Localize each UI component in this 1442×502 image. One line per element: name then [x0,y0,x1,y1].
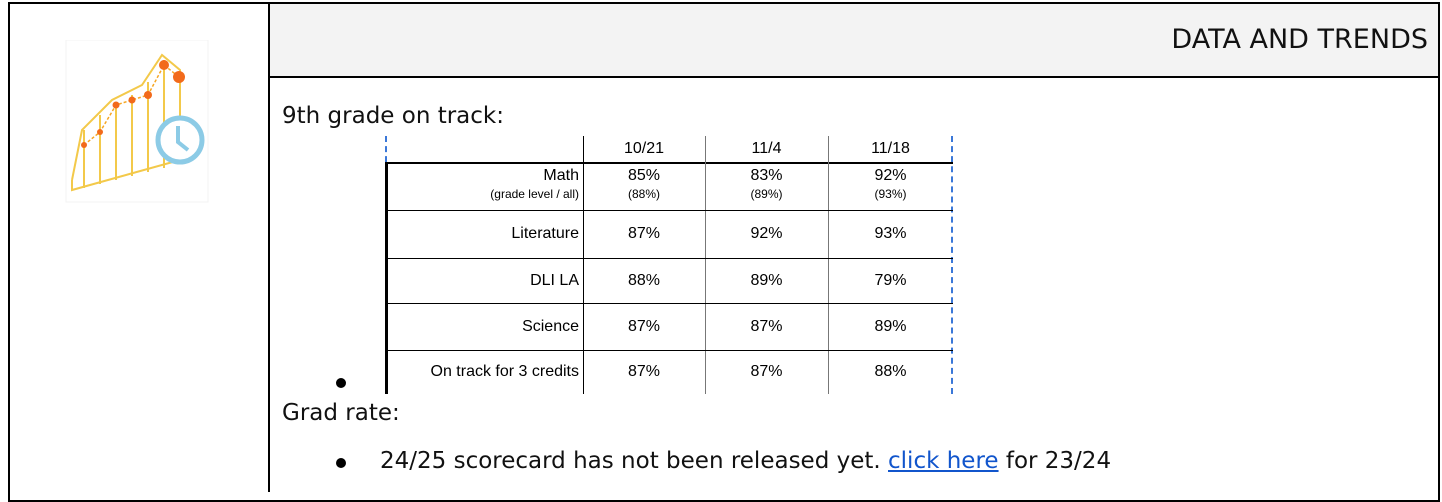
row-line [385,303,953,304]
row-label: Science [522,317,579,335]
page: DATA AND TRENDS 9th grade on track: 10/2… [8,2,1440,502]
text: for 23/24 [1005,448,1112,474]
row-sublabel: (grade level / all) [490,187,579,201]
icon-dots [81,60,185,148]
cell-value: 79% [874,271,907,289]
cell-value: 87% [750,363,783,380]
row-line [385,210,953,211]
table: 10/21 11/4 11/18 Math (grade level / all) 85%… [385,136,953,394]
row-label: Math [543,167,579,184]
cell-subvalue: (93%) [874,187,907,201]
link[interactable]: click here [888,448,999,474]
header-cell [270,4,1438,78]
cell-value: 85% [627,167,661,184]
row-label: On track for 3 credits [430,363,580,380]
bullet [336,378,346,388]
cell-subvalue: (89%) [750,187,783,201]
bullet-text: 24/25 scorecard has not been released ye… [380,448,1111,474]
text: 24/25 scorecard has not been released ye… [380,448,881,474]
row-label: Literature [511,225,579,242]
icon-chart [71,53,181,192]
cell-value: 87% [627,317,661,335]
section-heading: 9th grade on track: [282,103,504,129]
cell-value: 88% [627,271,661,289]
section-heading: Grad rate: [282,400,400,426]
row-line [385,258,953,259]
cell-value: 88% [874,363,907,380]
cell-value: 87% [750,317,783,335]
header-title: DATA AND TRENDS [1171,24,1428,55]
label-border [385,163,388,394]
icon-clock-hands [176,126,190,152]
cell-value: 87% [627,225,661,242]
column-line [828,136,829,394]
cell-value: 92% [750,225,783,242]
cell-value: 83% [750,167,783,184]
column-header: 10/21 [623,140,665,157]
row-label: DLI LA [530,271,579,289]
column-line [583,136,584,394]
cell-value: 92% [874,167,907,184]
cell-subvalue: (88%) [627,187,660,201]
column-header: 11/4 [751,140,782,157]
bullet [336,458,346,468]
icon [65,40,209,203]
cell-value: 87% [627,363,661,380]
cell-value: 89% [874,317,907,335]
table-border [951,136,953,394]
cell-value: 89% [750,271,783,289]
column-line [705,136,706,394]
column-header: 11/18 [871,140,910,157]
column-divider [268,2,270,492]
cell-value: 93% [874,225,907,242]
header-rule [385,162,953,164]
row-line [385,350,953,351]
